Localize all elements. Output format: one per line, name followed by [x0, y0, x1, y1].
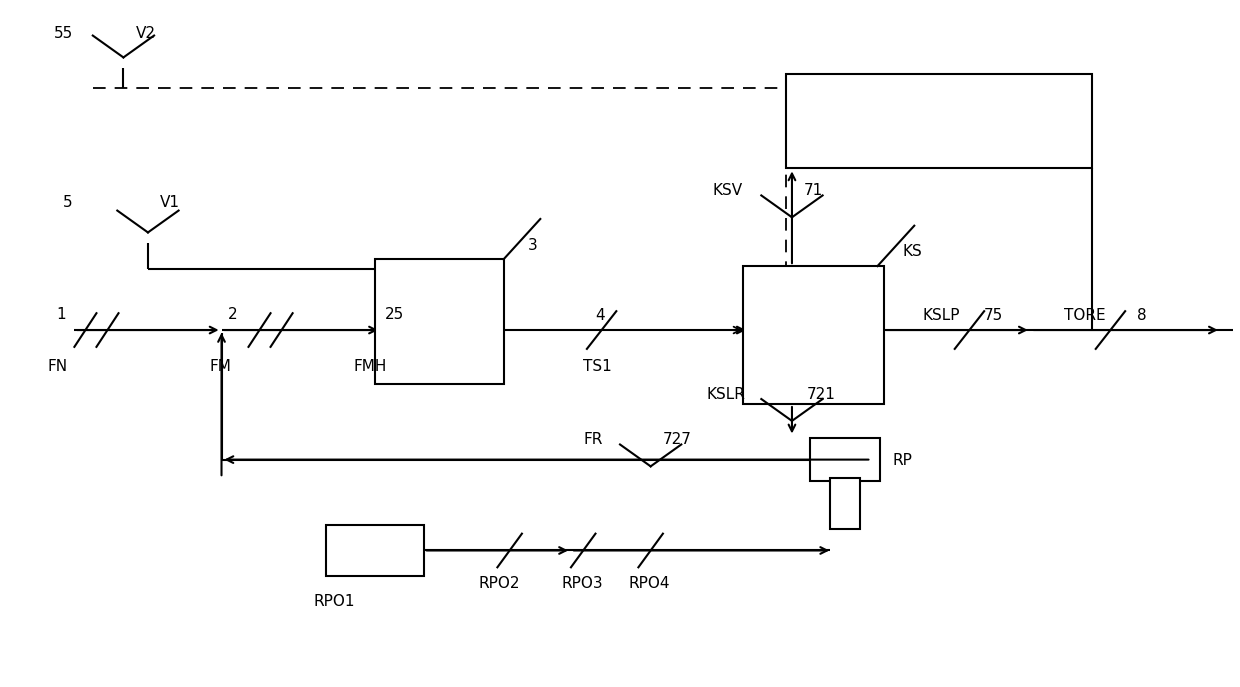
Text: 2: 2	[228, 307, 237, 322]
Text: KSLP: KSLP	[923, 308, 960, 324]
Text: RP: RP	[893, 453, 913, 469]
Text: 1: 1	[56, 307, 66, 322]
Bar	[810, 438, 880, 482]
Text: RPO2: RPO2	[479, 576, 521, 591]
Text: RPO3: RPO3	[562, 576, 603, 591]
Text: TORE: TORE	[1064, 308, 1106, 324]
Text: 75: 75	[985, 308, 1003, 324]
Text: V2: V2	[135, 25, 156, 41]
Text: KSV: KSV	[712, 183, 743, 199]
Text: RPO4: RPO4	[629, 576, 670, 591]
Text: TS1: TS1	[583, 359, 613, 374]
Text: FR: FR	[583, 433, 603, 447]
Bar	[830, 478, 861, 528]
Bar	[743, 266, 884, 404]
Text: 8: 8	[1137, 308, 1147, 324]
Text: 25: 25	[384, 307, 404, 322]
Text: FM: FM	[210, 359, 231, 374]
Text: 55: 55	[53, 25, 73, 41]
Text: RPO1: RPO1	[314, 594, 355, 609]
Text: KS: KS	[901, 245, 921, 260]
Text: FMH: FMH	[353, 359, 387, 374]
Text: 4: 4	[595, 308, 605, 324]
Text: 5: 5	[63, 195, 73, 210]
Text: KSLR: KSLR	[706, 387, 745, 402]
Text: V1: V1	[160, 195, 180, 210]
Text: FN: FN	[47, 359, 67, 374]
Text: 71: 71	[805, 183, 823, 199]
Text: 721: 721	[807, 387, 836, 402]
Bar	[326, 526, 424, 576]
Text: 727: 727	[663, 433, 692, 447]
Bar	[785, 74, 1092, 168]
Text: 3: 3	[528, 238, 538, 253]
Bar	[374, 260, 503, 384]
